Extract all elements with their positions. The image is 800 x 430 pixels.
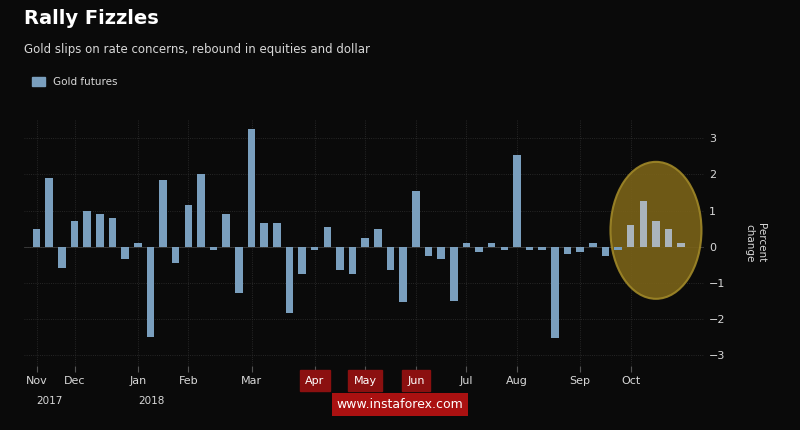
Bar xyxy=(665,228,673,246)
Bar xyxy=(109,218,116,246)
Bar xyxy=(513,155,521,246)
Bar xyxy=(273,223,281,246)
Bar xyxy=(589,243,597,246)
Bar xyxy=(96,214,104,246)
Bar xyxy=(564,246,571,254)
Bar xyxy=(172,246,179,263)
Text: www.instaforex.com: www.instaforex.com xyxy=(337,398,463,411)
Bar xyxy=(412,190,420,246)
Bar xyxy=(248,129,255,246)
Bar xyxy=(627,225,634,246)
Text: 2017: 2017 xyxy=(37,396,63,406)
Bar xyxy=(159,180,167,246)
Bar xyxy=(122,246,129,259)
Bar xyxy=(185,205,192,246)
Bar xyxy=(83,211,91,246)
Bar xyxy=(298,246,306,273)
Bar xyxy=(362,237,369,246)
Bar xyxy=(425,246,432,255)
Text: Gold slips on rate concerns, rebound in equities and dollar: Gold slips on rate concerns, rebound in … xyxy=(24,43,370,56)
Y-axis label: Percent
change: Percent change xyxy=(745,223,766,263)
Text: 2018: 2018 xyxy=(138,396,164,406)
Bar xyxy=(349,246,357,273)
Bar xyxy=(58,246,66,268)
Bar xyxy=(462,243,470,246)
Bar xyxy=(399,246,407,302)
Bar xyxy=(450,246,458,301)
Bar xyxy=(260,223,268,246)
Bar xyxy=(602,246,610,255)
Bar xyxy=(551,246,558,338)
Bar xyxy=(576,246,584,252)
Bar xyxy=(70,221,78,246)
Bar xyxy=(438,246,445,259)
Bar xyxy=(678,243,685,246)
Bar xyxy=(286,246,294,313)
Bar xyxy=(652,221,660,246)
Bar xyxy=(538,246,546,250)
Bar xyxy=(210,246,218,250)
Bar xyxy=(146,246,154,337)
Bar xyxy=(134,243,142,246)
Bar xyxy=(374,228,382,246)
Text: Rally Fizzles: Rally Fizzles xyxy=(24,9,158,28)
Bar xyxy=(46,178,53,246)
Bar xyxy=(501,246,508,250)
Bar xyxy=(311,246,318,250)
Bar xyxy=(488,243,495,246)
Bar xyxy=(639,202,647,246)
Legend: Gold futures: Gold futures xyxy=(30,74,121,90)
Bar xyxy=(475,246,483,252)
Bar xyxy=(222,214,230,246)
Bar xyxy=(323,227,331,246)
Bar xyxy=(33,228,41,246)
Ellipse shape xyxy=(610,162,702,299)
Bar xyxy=(197,175,205,246)
Bar xyxy=(336,246,344,270)
Bar xyxy=(614,246,622,250)
Bar xyxy=(386,246,394,270)
Bar xyxy=(235,246,242,293)
Bar xyxy=(526,246,534,250)
